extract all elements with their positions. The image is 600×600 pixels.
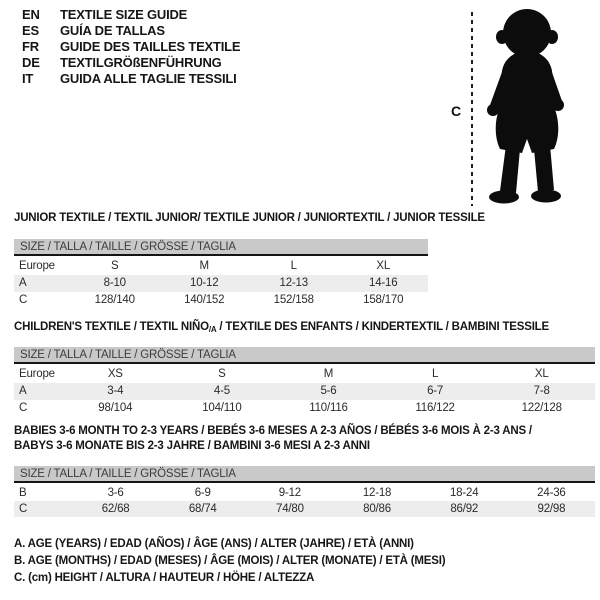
size-cell: 5-6 [275, 383, 382, 400]
row-label: C [19, 402, 28, 414]
measurement-legend: A. AGE (YEARS) / EDAD (AÑOS) / ÂGE (ANS)… [14, 536, 446, 587]
row-label: A [14, 383, 62, 400]
size-cell: 68/74 [159, 501, 247, 517]
row-label: C [19, 294, 28, 306]
children-title-part: CHILDREN'S TEXTILE / TEXTIL NIÑO [14, 321, 209, 333]
size-cell: L [290, 260, 297, 272]
children-title-sub: /A [208, 325, 217, 334]
babies-table-title-line1: BABIES 3-6 MONTH TO 2-3 YEARS / BEBÉS 3-… [14, 425, 532, 437]
size-cell: 7-8 [488, 383, 595, 400]
children-size-table: Europe XS S M L XL A 3-4 4-5 5-6 6-7 7-8… [14, 366, 595, 417]
size-cell: 18-24 [449, 487, 479, 499]
children-title-part: / TEXTILE DES ENFANTS / KINDERTEXTIL / B… [216, 321, 549, 333]
lang-label: GUÍA DE TALLAS [60, 23, 165, 38]
babies-size-header-bar: SIZE / TALLA / TAILLE / GRÖSSE / TAGLIA [14, 466, 595, 483]
table-row: A 8-10 10-12 12-13 14-16 [14, 275, 428, 292]
lang-code: ES [22, 23, 39, 38]
table-row: B 3-6 6-9 9-12 12-18 18-24 24-36 [14, 485, 595, 501]
table-row: A 3-4 4-5 5-6 6-7 7-8 [14, 383, 595, 400]
size-cell: 98/104 [98, 402, 133, 414]
size-cell: 110/116 [309, 402, 348, 414]
row-label: B [19, 487, 27, 499]
table-row: C 98/104 104/110 110/116 116/122 122/128 [14, 400, 595, 417]
lang-label: GUIDA ALLE TAGLIE TESSILI [60, 71, 237, 86]
junior-table-title: JUNIOR TEXTILE / TEXTIL JUNIOR/ TEXTILE … [14, 212, 485, 224]
babies-table-title-line2: BABYS 3-6 MONATE BIS 2-3 JAHRE / BAMBINI… [14, 440, 370, 452]
legend-line-b: B. AGE (MONTHS) / EDAD (MESES) / ÂGE (MO… [14, 555, 446, 567]
junior-size-header-bar: SIZE / TALLA / TAILLE / GRÖSSE / TAGLIA [14, 239, 428, 256]
size-cell: 122/128 [521, 402, 562, 414]
size-cell: 128/140 [94, 294, 135, 306]
children-size-header-bar: SIZE / TALLA / TAILLE / GRÖSSE / TAGLIA [14, 347, 595, 364]
language-list: EN TEXTILE SIZE GUIDE ES GUÍA DE TALLAS … [22, 7, 241, 87]
table-row: Europe S M L XL [14, 258, 428, 275]
row-label: C [14, 501, 72, 517]
lang-row-en: EN TEXTILE SIZE GUIDE [22, 7, 240, 23]
size-cell: 80/86 [333, 501, 421, 517]
lang-label: GUIDE DES TAILLES TEXTILE [60, 39, 241, 54]
lang-code: IT [22, 71, 34, 86]
legend-line-c: C. (cm) HEIGHT / ALTURA / HAUTEUR / HÖHE… [14, 572, 315, 584]
lang-row-fr: FR GUIDE DES TAILLES TEXTILE [22, 39, 241, 55]
size-cell: 74/80 [246, 501, 334, 517]
row-label: Europe [19, 260, 55, 272]
legend-line-a: A. AGE (YEARS) / EDAD (AÑOS) / ÂGE (ANS)… [14, 538, 414, 550]
height-dashed-line [471, 12, 473, 206]
size-cell: 92/98 [507, 501, 595, 517]
lang-label: TEXTILGRÖßENFÜHRUNG [60, 55, 222, 70]
size-cell: XS [107, 368, 123, 380]
lang-row-es: ES GUÍA DE TALLAS [22, 23, 240, 39]
lang-label: TEXTILE SIZE GUIDE [60, 7, 188, 22]
lang-row-de: DE TEXTILGRÖßENFÜHRUNG [22, 55, 240, 71]
size-cell: 12-13 [249, 275, 339, 292]
row-label: Europe [19, 368, 55, 380]
size-cell: 158/170 [363, 294, 404, 306]
size-cell: 140/152 [184, 294, 225, 306]
size-cell: L [431, 368, 439, 380]
size-cell: XL [376, 260, 391, 272]
size-cell: 3-6 [107, 487, 124, 499]
size-cell: M [199, 260, 210, 272]
size-cell: XL [534, 368, 549, 380]
size-cell: 10-12 [159, 275, 249, 292]
babies-size-table: B 3-6 6-9 9-12 12-18 18-24 24-36 C 62/68… [14, 485, 595, 517]
size-cell: 4-5 [168, 383, 276, 400]
size-cell: 9-12 [278, 487, 301, 499]
baby-silhouette [487, 9, 564, 204]
size-cell: 3-4 [62, 383, 169, 400]
size-cell: M [323, 368, 334, 380]
row-label: A [14, 275, 70, 292]
size-cell: 6-9 [194, 487, 211, 499]
size-cell: 152/158 [273, 294, 314, 306]
lang-code: DE [22, 55, 40, 70]
junior-size-table: Europe S M L XL A 8-10 10-12 12-13 14-16… [14, 258, 428, 309]
size-cell: 24-36 [537, 487, 566, 499]
size-cell: 6-7 [381, 383, 489, 400]
size-cell: 12-18 [362, 487, 392, 499]
table-row: C 62/68 68/74 74/80 80/86 86/92 92/98 [14, 501, 595, 517]
table-row: C 128/140 140/152 152/158 158/170 [14, 292, 428, 309]
size-cell: 116/122 [415, 402, 455, 414]
size-cell: 86/92 [420, 501, 508, 517]
lang-code: FR [22, 39, 39, 54]
height-measure-label: C [451, 103, 461, 119]
lang-row-it: IT GUIDA ALLE TAGLIE TESSILI [22, 71, 240, 87]
size-cell: 62/68 [72, 501, 160, 517]
size-cell: S [111, 260, 119, 272]
size-cell: 104/110 [202, 402, 242, 414]
lang-code: EN [22, 7, 40, 22]
size-cell: 14-16 [338, 275, 428, 292]
size-cell: S [218, 368, 226, 380]
children-table-title: CHILDREN'S TEXTILE / TEXTIL NIÑO/A / TEX… [14, 320, 549, 337]
table-row: Europe XS S M L XL [14, 366, 595, 383]
size-cell: 8-10 [70, 275, 160, 292]
